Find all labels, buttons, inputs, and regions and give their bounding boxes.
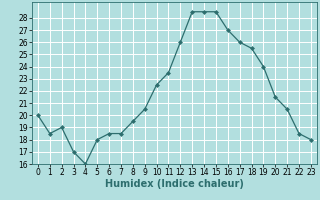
X-axis label: Humidex (Indice chaleur): Humidex (Indice chaleur) (105, 179, 244, 189)
